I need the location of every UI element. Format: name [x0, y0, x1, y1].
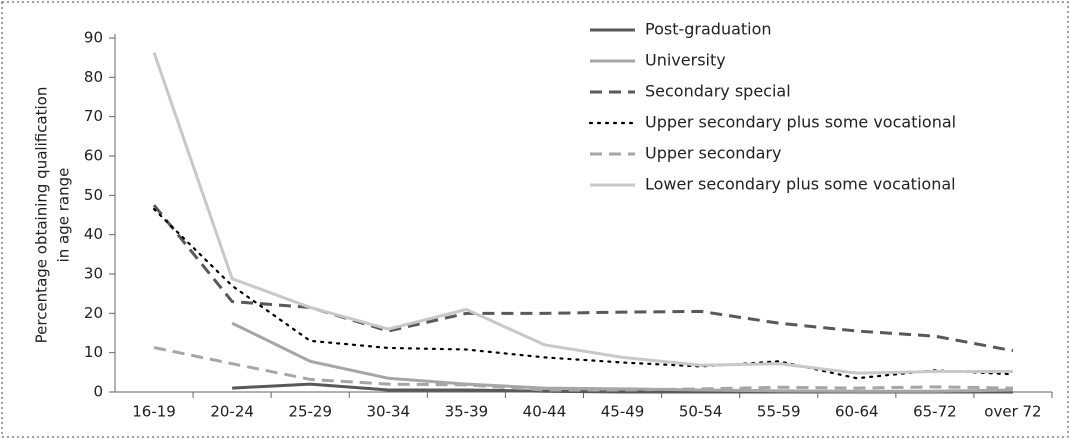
series-line: [152, 208, 1015, 380]
y-tick-label: 90: [84, 29, 103, 47]
y-tick-label: 20: [84, 304, 103, 322]
series-line: [152, 204, 1014, 353]
legend-label: Upper secondary: [645, 144, 781, 163]
y-tick-label: 0: [93, 383, 103, 401]
y-tick-label: 80: [84, 68, 103, 86]
x-tick-label: 50-54: [679, 403, 723, 421]
y-tick-label: 70: [84, 107, 103, 125]
y-tick-label: 10: [84, 343, 103, 361]
legend-label: University: [645, 51, 726, 70]
y-axis-label: in age range: [55, 168, 73, 263]
x-tick-label: 16-19: [132, 403, 176, 421]
legend-label: Upper secondary plus some vocational: [645, 113, 956, 132]
x-tick-label: 20-24: [210, 403, 254, 421]
legend-label: Secondary special: [645, 82, 791, 101]
x-tick-label: 65-72: [913, 403, 957, 421]
y-tick-label: 40: [84, 225, 103, 243]
x-tick-label: 60-64: [835, 403, 879, 421]
y-tick-label: 50: [84, 186, 103, 204]
legend-label: Post-graduation: [645, 20, 772, 39]
x-tick-label: over 72: [984, 403, 1041, 421]
x-tick-label: 30-34: [366, 403, 410, 421]
x-tick-label: 45-49: [601, 403, 645, 421]
x-tick-label: 25-29: [288, 403, 332, 421]
y-tick-label: 60: [84, 147, 103, 165]
series-line: [231, 321, 1013, 393]
y-tick-label: 30: [84, 265, 103, 283]
x-tick-label: 35-39: [445, 403, 489, 421]
x-tick-label: 55-59: [757, 403, 801, 421]
series-line: [153, 346, 1013, 392]
legend-label: Lower secondary plus some vocational: [645, 175, 956, 194]
series-line: [152, 52, 1013, 375]
x-tick-label: 40-44: [523, 403, 567, 421]
y-axis-label: Percentage obtaining qualification: [33, 87, 51, 344]
